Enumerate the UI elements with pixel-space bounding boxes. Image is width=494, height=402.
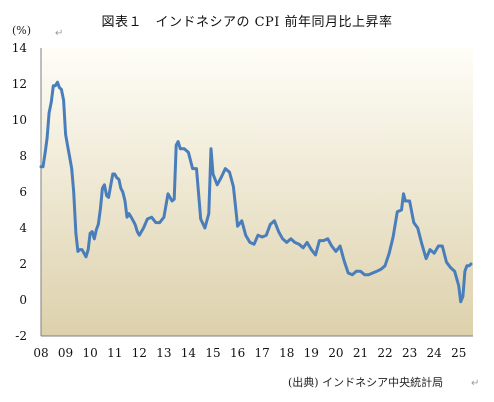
cpi-series-line (39, 80, 473, 304)
x-tick-label: 13 (156, 346, 171, 360)
x-tick-label: 23 (402, 346, 417, 360)
x-tick-label: 11 (107, 346, 122, 360)
y-tick-label: 2 (19, 257, 27, 271)
x-tick-label: 21 (353, 346, 368, 360)
x-tick-label: 17 (255, 346, 270, 360)
y-tick-label: 6 (19, 185, 27, 199)
y-axis-unit-label: (%) (12, 24, 32, 37)
y-tick-label: 8 (19, 149, 27, 163)
x-tick-label: 19 (304, 346, 319, 360)
x-tick-label: 10 (83, 346, 98, 360)
y-tick-label: 12 (12, 77, 27, 91)
x-tick-labels: 08 09 10 11 12 13 14 15 16 17 18 19 20 21 22 23 24 25 (33, 346, 466, 360)
x-tick-label: 20 (328, 346, 343, 360)
y-tick-labels: -2 0 2 4 6 8 10 12 14 (12, 41, 28, 343)
x-tick-label: 15 (205, 346, 220, 360)
plot-area (41, 48, 473, 336)
y-tick-label: 0 (19, 293, 27, 307)
paragraph-mark-icon: ↵ (55, 28, 64, 39)
paragraph-mark-icon: ↵ (471, 378, 480, 389)
y-tick-label: 10 (12, 113, 27, 127)
x-tick-label: 14 (181, 346, 197, 360)
x-tick-label: 22 (377, 346, 392, 360)
x-tick-label: 12 (132, 346, 147, 360)
y-tick-label: -2 (15, 329, 27, 343)
x-tick-label: 09 (58, 346, 73, 360)
x-tick-label: 18 (279, 346, 294, 360)
x-tick-label: 08 (33, 346, 48, 360)
x-tick-label: 24 (427, 346, 443, 360)
chart-title: 図表１ インドネシアの CPI 前年同月比上昇率 (101, 15, 393, 30)
x-tick-label: 16 (230, 346, 245, 360)
y-tick-label: 14 (12, 41, 28, 55)
source-note: (出典) インドネシア中央統計局 (288, 376, 444, 389)
y-tick-label: 4 (19, 221, 27, 235)
x-tick-label: 25 (451, 346, 466, 360)
